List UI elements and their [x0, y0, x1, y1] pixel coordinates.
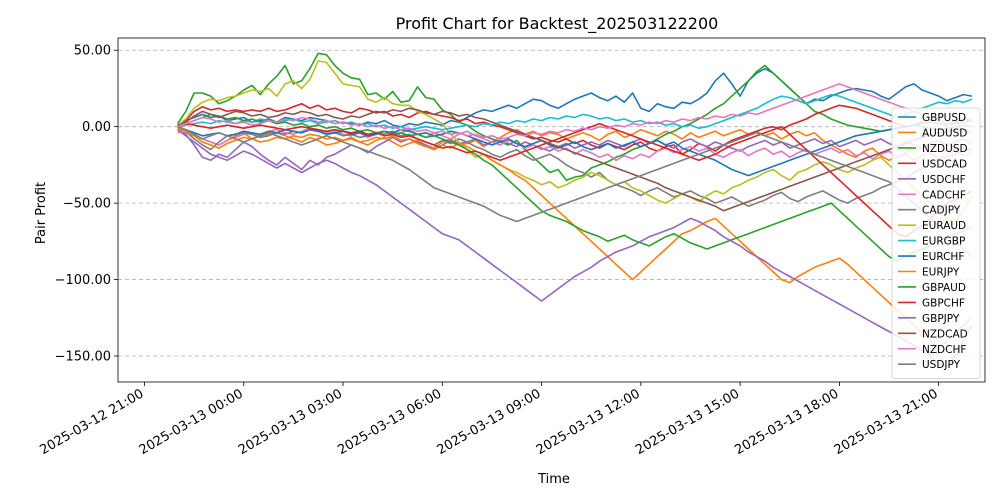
- series-line-nzdcad: [177, 107, 972, 212]
- legend-label: EURAUD: [922, 220, 966, 232]
- legend-label: USDJPY: [922, 359, 961, 371]
- plot-area: [118, 38, 985, 382]
- legend-label: NZDUSD: [922, 143, 968, 155]
- series-line-eurgbp: [177, 93, 973, 131]
- legend-label: USDCHF: [922, 174, 966, 186]
- x-tick-label: 2025-03-12 21:00: [38, 386, 147, 458]
- legend-label: NZDCHF: [922, 344, 966, 356]
- x-tick-label: 2025-03-13 15:00: [633, 386, 742, 458]
- series-line-gbpusd: [177, 67, 972, 128]
- legend-label: NZDCAD: [922, 328, 968, 340]
- series-line-gbpaud: [177, 113, 973, 263]
- x-tick-label: 2025-03-13 12:00: [534, 386, 643, 458]
- series-line-nzdchf: [177, 83, 973, 140]
- series-line-audusd: [177, 128, 973, 162]
- series-line-usdchf: [177, 127, 973, 171]
- legend-label: USDCAD: [922, 158, 967, 170]
- y-tick-label: −150.00: [55, 350, 111, 365]
- legend-label: EURJPY: [922, 267, 960, 279]
- legend-label: GBPJPY: [922, 313, 960, 325]
- series-lines: [176, 52, 973, 368]
- series-line-usdcad: [177, 102, 972, 155]
- x-tick-label: 2025-03-13 03:00: [236, 386, 345, 458]
- legend-label: GBPAUD: [922, 282, 966, 294]
- series-line-gbpjpy: [177, 129, 973, 368]
- legend-label: EURCHF: [922, 251, 964, 263]
- x-axis-title: Time: [537, 472, 570, 487]
- x-tick-label: 2025-03-13 09:00: [435, 386, 544, 458]
- chart-title: Profit Chart for Backtest_202503122200: [396, 14, 719, 34]
- legend-label: AUDUSD: [922, 127, 967, 139]
- x-tick-label: 2025-03-13 00:00: [137, 386, 246, 458]
- legend-label: GBPCHF: [922, 297, 965, 309]
- y-tick-label: 50.00: [74, 44, 111, 59]
- y-tick-label: 0.00: [82, 120, 111, 135]
- series-line-eurchf: [177, 119, 972, 177]
- x-tick-label: 2025-03-13 18:00: [732, 386, 841, 458]
- series-line-gbpchf: [177, 122, 973, 238]
- series-line-euraud: [177, 60, 973, 223]
- legend: GBPUSD AUDUSD NZDUSD USDCAD USDCHF CADCHF CADJ…: [891, 107, 981, 380]
- x-tick-label: 2025-03-13 06:00: [335, 386, 444, 458]
- legend-label: GBPUSD: [922, 112, 966, 124]
- legend-label: CADJPY: [922, 205, 961, 217]
- y-tick-label: −100.00: [55, 273, 111, 288]
- y-axis-title: Pair Profit: [34, 182, 49, 244]
- series-line-usdjpy: [177, 125, 973, 258]
- legend-label: CADCHF: [922, 189, 966, 201]
- plot-frame: [117, 37, 986, 383]
- grid: [118, 49, 985, 357]
- x-tick-label: 2025-03-13 21:00: [832, 386, 941, 458]
- legend-label: EURGBP: [922, 236, 965, 248]
- legend-box: [891, 107, 981, 380]
- series-line-nzdusd: [176, 52, 972, 181]
- y-tick-label: −50.00: [63, 197, 111, 212]
